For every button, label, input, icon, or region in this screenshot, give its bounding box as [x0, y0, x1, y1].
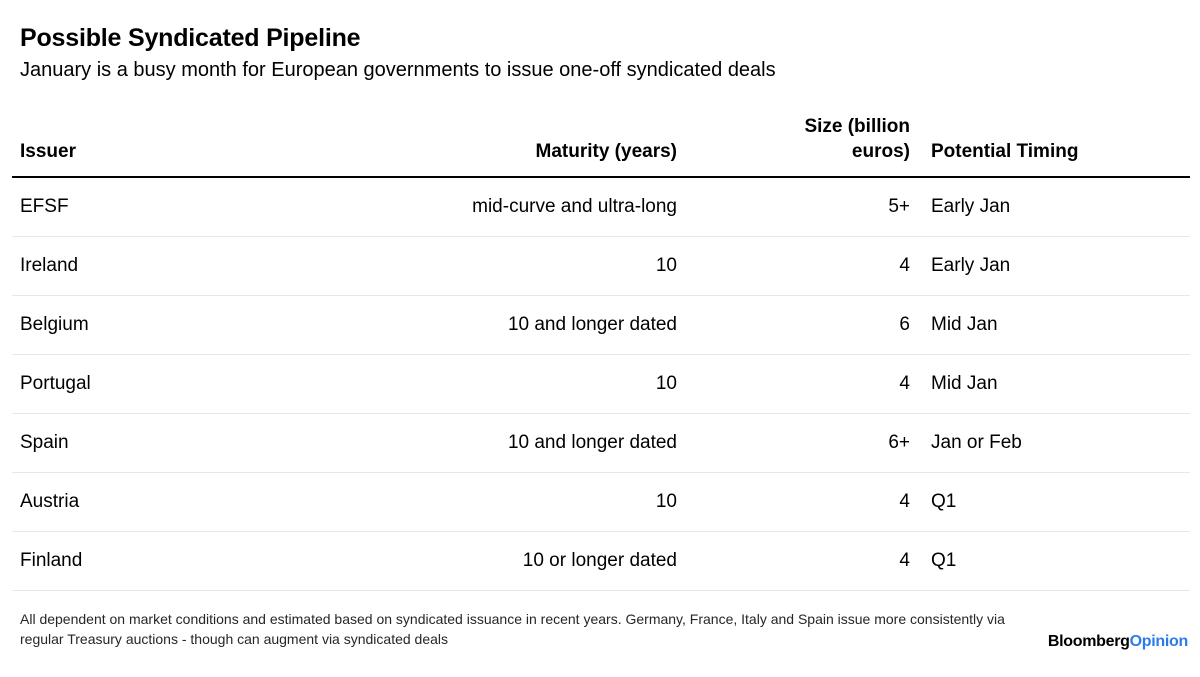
cell-timing: Mid Jan — [910, 354, 1190, 414]
cell-maturity: 10 and longer dated — [212, 295, 677, 355]
bloomberg-opinion-logo: BloombergOpinion — [1048, 633, 1188, 651]
chart-subtitle: January is a busy month for European gov… — [20, 59, 776, 81]
footnote: All dependent on market conditions and e… — [20, 611, 1005, 647]
footer: All dependent on market conditions and e… — [20, 610, 1188, 651]
cell-issuer: Austria — [12, 472, 212, 532]
logo-bloomberg: Bloomberg — [1047, 633, 1130, 650]
cell-issuer: Belgium — [12, 295, 212, 355]
cell-maturity: 10 — [212, 472, 677, 532]
cell-size: 4 — [677, 354, 910, 414]
column-header-issuer: Issuer — [12, 114, 212, 178]
cell-timing: Early Jan — [910, 177, 1190, 237]
cell-issuer: Portugal — [12, 354, 212, 414]
cell-timing: Q1 — [910, 531, 1190, 591]
table-row: Portugal 10 4 Mid Jan — [12, 354, 1190, 414]
column-header-timing: Potential Timing — [910, 114, 1190, 178]
cell-size: 5+ — [677, 177, 910, 237]
table-row: Finland 10 or longer dated 4 Q1 — [12, 531, 1190, 591]
pipeline-table: Issuer Maturity (years) Size (billion eu… — [12, 114, 1190, 591]
cell-timing: Mid Jan — [910, 295, 1190, 355]
column-header-size: Size (billion euros) — [677, 114, 910, 178]
chart-title: Possible Syndicated Pipeline — [20, 24, 361, 52]
cell-size: 4 — [677, 531, 910, 591]
table-header-row: Issuer Maturity (years) Size (billion eu… — [12, 114, 1190, 178]
cell-size: 4 — [677, 236, 910, 296]
cell-issuer: Spain — [12, 413, 212, 473]
cell-issuer: EFSF — [12, 177, 212, 237]
cell-issuer: Finland — [12, 531, 212, 591]
masthead: Possible Syndicated Pipeline January is … — [0, 0, 1200, 83]
cell-timing: Early Jan — [910, 236, 1190, 296]
cell-timing: Jan or Feb — [910, 413, 1190, 473]
table-row: Ireland 10 4 Early Jan — [12, 236, 1190, 296]
cell-size: 6 — [677, 295, 910, 355]
table-row: Austria 10 4 Q1 — [12, 472, 1190, 532]
column-header-size-label: Size (billion euros) — [804, 116, 910, 162]
cell-maturity: mid-curve and ultra-long — [212, 177, 677, 237]
cell-issuer: Ireland — [12, 236, 212, 296]
cell-maturity: 10 — [212, 236, 677, 296]
logo-opinion: Opinion — [1129, 633, 1189, 650]
column-header-maturity: Maturity (years) — [212, 114, 677, 178]
table-row: Belgium 10 and longer dated 6 Mid Jan — [12, 295, 1190, 355]
cell-maturity: 10 or longer dated — [212, 531, 677, 591]
cell-size: 6+ — [677, 413, 910, 473]
cell-size: 4 — [677, 472, 910, 532]
cell-maturity: 10 — [212, 354, 677, 414]
cell-maturity: 10 and longer dated — [212, 413, 677, 473]
table-row: Spain 10 and longer dated 6+ Jan or Feb — [12, 413, 1190, 473]
table-row: EFSF mid-curve and ultra-long 5+ Early J… — [12, 177, 1190, 237]
cell-timing: Q1 — [910, 472, 1190, 532]
